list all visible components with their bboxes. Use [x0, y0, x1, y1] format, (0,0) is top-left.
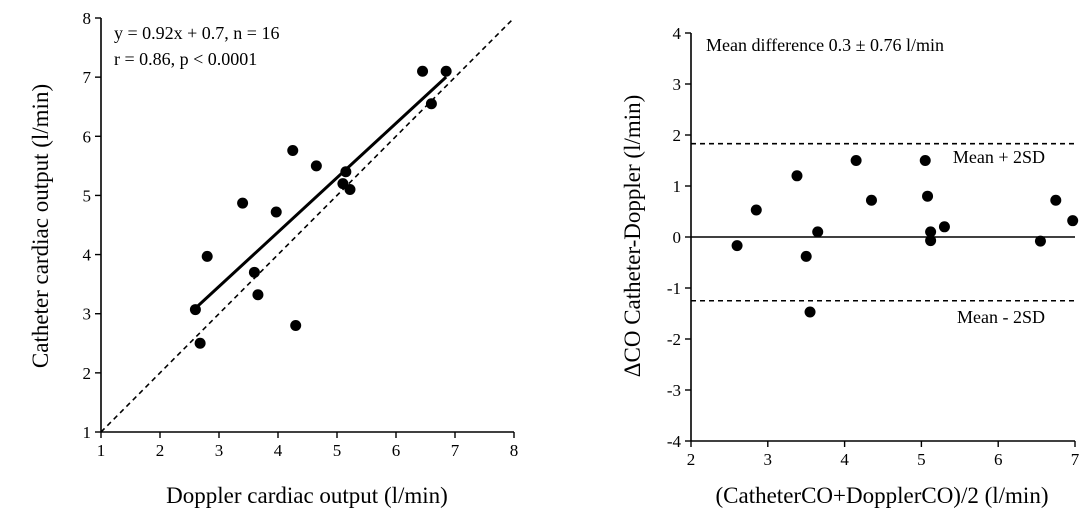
left-lines [100, 17, 515, 433]
right-axes: 2 3 4 5 6 7 -4 -3 -2 -1 0 1 2 3 4 [667, 24, 1080, 469]
left-data-point [440, 65, 452, 77]
right-y-tick-label: -1 [667, 279, 681, 298]
right-x-tick-label: 4 [840, 450, 849, 469]
left-y-tick-label: 1 [83, 423, 92, 442]
regression-equation-label: y = 0.92x + 0.7, n = 16 [114, 23, 279, 43]
right-y-tick-label: -4 [667, 432, 682, 451]
left-data-point [248, 266, 260, 278]
right-data-point [925, 226, 937, 238]
left-data-point [340, 166, 352, 178]
right-x-tick-label: 7 [1071, 450, 1080, 469]
left-points [189, 65, 452, 349]
right-data-point [804, 306, 816, 318]
left-data-point [310, 160, 322, 172]
left-data-point [194, 337, 206, 349]
left-y-tick-label: 2 [83, 364, 92, 383]
right-x-tick-label: 2 [687, 450, 696, 469]
lower-limit-label: Mean - 2SD [957, 307, 1045, 327]
right-x-tick-label: 6 [994, 450, 1003, 469]
upper-limit-label: Mean + 2SD [953, 147, 1045, 167]
left-data-point [425, 98, 437, 110]
left-data-point [189, 304, 201, 316]
right-data-point [1034, 235, 1046, 247]
left-x-tick-label: 1 [97, 441, 106, 460]
left-x-tick-label: 6 [392, 441, 401, 460]
left-data-point [344, 184, 356, 196]
left-x-axis-title: Doppler cardiac output (l/min) [166, 483, 448, 508]
right-data-point [938, 221, 950, 233]
scatter-panel-left: 1 2 3 4 5 6 7 8 1 2 3 4 5 6 7 8 y = 0.92x + 0.7, n = 16… [28, 9, 518, 508]
right-data-point [850, 155, 862, 166]
left-data-point [201, 250, 213, 262]
right-y-tick-label: -2 [667, 330, 681, 349]
left-x-tick-label: 7 [451, 441, 460, 460]
left-y-tick-label: 7 [83, 68, 92, 87]
right-y-tick-label: 1 [673, 177, 682, 196]
left-x-tick-label: 4 [274, 441, 283, 460]
left-data-point [290, 320, 302, 332]
mean-difference-label: Mean difference 0.3 ± 0.76 l/min [706, 35, 944, 55]
bland-altman-panel-right: 2 3 4 5 6 7 -4 -3 -2 -1 0 1 2 3 4 Mean difference 0.3 … [620, 24, 1080, 508]
right-x-tick-label: 5 [917, 450, 926, 469]
right-data-point [919, 155, 931, 166]
left-data-point [287, 144, 299, 156]
left-x-tick-label: 2 [156, 441, 165, 460]
right-y-tick-label: 0 [673, 228, 682, 247]
left-y-tick-label: 6 [83, 127, 92, 146]
left-x-tick-label: 5 [333, 441, 342, 460]
left-x-tick-label: 3 [215, 441, 224, 460]
left-data-point [417, 65, 429, 77]
right-y-tick-label: 4 [673, 24, 682, 43]
right-y-tick-label: 2 [673, 126, 682, 145]
right-data-point [1067, 215, 1079, 227]
left-axes: 1 2 3 4 5 6 7 8 1 2 3 4 5 6 7 8 [83, 9, 519, 460]
right-y-axis-title: ΔCO Catheter-Doppler (l/min) [620, 95, 645, 378]
left-data-point [237, 197, 249, 209]
left-y-tick-label: 4 [83, 246, 92, 265]
right-data-point [865, 194, 877, 206]
right-data-point [1050, 194, 1062, 206]
right-x-axis-title: (CatheterCO+DopplerCO)/2 (l/min) [716, 483, 1049, 508]
right-y-tick-label: -3 [667, 381, 681, 400]
correlation-label: r = 0.86, p < 0.0001 [114, 49, 257, 69]
right-y-tick-label: 3 [673, 75, 682, 94]
right-data-point [750, 204, 762, 216]
right-lines [691, 142, 1075, 302]
left-y-tick-label: 5 [83, 186, 92, 205]
right-points [731, 155, 1079, 318]
right-x-tick-label: 3 [764, 450, 773, 469]
right-data-point [812, 226, 824, 238]
left-x-tick-label: 8 [510, 441, 519, 460]
right-data-point [925, 235, 937, 247]
left-data-point [252, 289, 264, 301]
identity-line [100, 17, 515, 433]
right-data-point [922, 190, 934, 202]
left-data-point [270, 206, 282, 218]
left-y-tick-label: 8 [83, 9, 92, 28]
left-y-axis-title: Catheter cardiac output (l/min) [28, 84, 53, 368]
right-data-point [731, 240, 743, 252]
left-y-tick-label: 3 [83, 305, 92, 324]
regression-line [194, 75, 448, 310]
right-data-point [800, 250, 812, 262]
right-data-point [791, 170, 803, 182]
